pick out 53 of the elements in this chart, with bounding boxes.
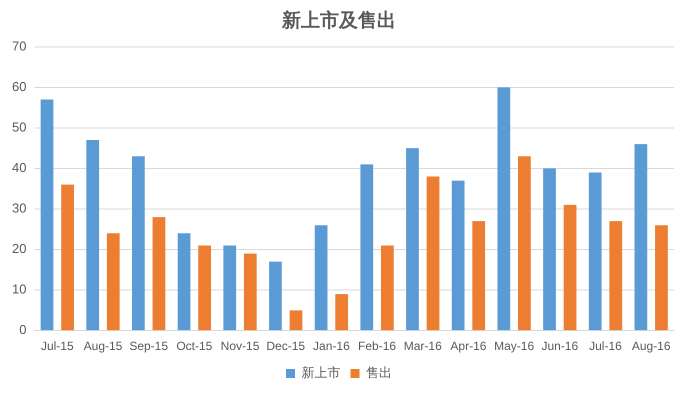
x-tick-label: Aug-15	[84, 339, 123, 354]
y-tick-label: 20	[12, 241, 26, 256]
bar	[426, 176, 440, 330]
legend-label: 售出	[366, 365, 392, 380]
bar	[360, 164, 374, 330]
bar	[472, 221, 486, 330]
bar	[609, 221, 622, 330]
y-tick-label: 10	[12, 282, 26, 297]
x-tick-label: Jul-16	[589, 339, 622, 354]
x-tick-label: Feb-16	[358, 339, 396, 354]
y-tick-label: 30	[12, 200, 26, 216]
bar	[290, 310, 302, 330]
y-tick-label: 60	[12, 78, 26, 94]
y-tick-label: 0	[19, 322, 26, 338]
chart-title: 新上市及售出	[281, 10, 396, 32]
bar	[244, 254, 257, 330]
bar	[40, 100, 54, 330]
x-tick-label: Nov-15	[220, 339, 260, 354]
bar	[406, 148, 419, 330]
bar	[132, 156, 145, 330]
bar	[106, 233, 120, 330]
bar	[269, 262, 282, 330]
bar	[564, 204, 576, 330]
x-tick-label: Jun-16	[541, 339, 578, 354]
bar	[223, 245, 236, 330]
bar	[380, 245, 394, 330]
bar	[61, 184, 74, 330]
x-tick-label: Jul-15	[40, 339, 74, 354]
bar	[452, 180, 465, 330]
bar	[152, 217, 166, 330]
x-tick-label: Aug-16	[632, 339, 671, 354]
bar	[335, 294, 348, 330]
bar	[634, 144, 648, 330]
y-tick-label: 40	[12, 160, 26, 176]
bar	[198, 245, 211, 330]
bar	[178, 233, 190, 330]
x-tick-label: Oct-15	[176, 339, 213, 354]
bar	[497, 87, 510, 330]
x-tick-label: Jan-16	[313, 339, 350, 354]
x-tick-label: Mar-16	[404, 339, 442, 354]
bar	[543, 168, 556, 330]
x-tick-label: Apr-16	[450, 339, 487, 354]
legend-label: 新上市	[302, 365, 340, 380]
bar	[588, 172, 602, 330]
y-tick-label: 50	[12, 119, 26, 134]
y-tick-label: 70	[12, 38, 26, 54]
x-tick-label: Dec-15	[266, 339, 306, 354]
x-tick-label: Sep-15	[129, 339, 168, 354]
bar	[314, 225, 328, 330]
bar	[518, 156, 531, 330]
x-tick-label: May-16	[494, 339, 534, 354]
bar	[86, 140, 100, 330]
bar	[655, 225, 668, 330]
